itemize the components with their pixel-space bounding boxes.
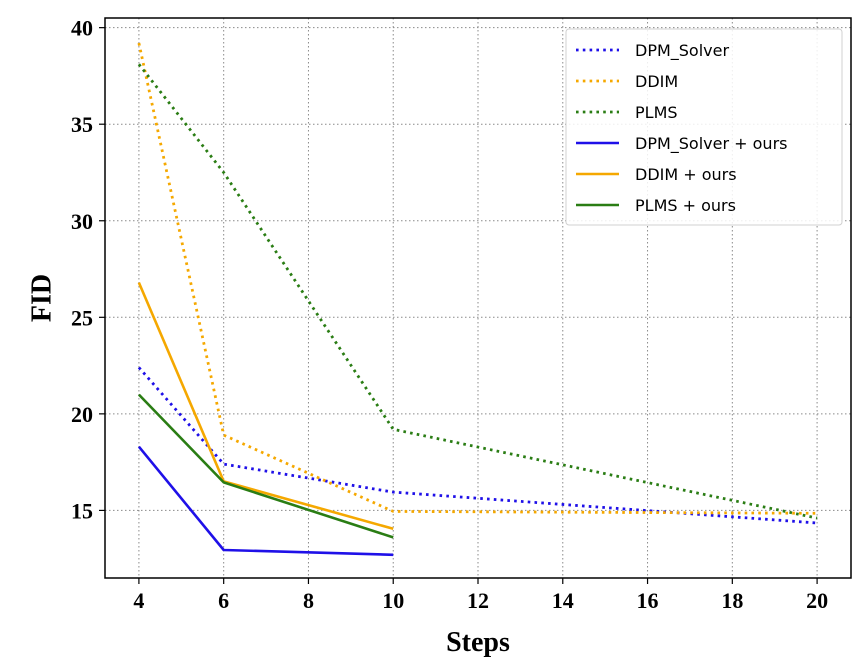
x-tick-label: 10 bbox=[382, 588, 404, 613]
axis-ticks: 4 6 8 10 12 14 16 18 20 15 20 25 30 35 40 bbox=[71, 16, 828, 613]
y-tick-label: 30 bbox=[71, 209, 93, 234]
legend-label: PLMS + ours bbox=[635, 196, 736, 215]
x-tick-label: 4 bbox=[133, 588, 144, 613]
y-tick-label: 15 bbox=[71, 498, 93, 523]
x-tick-label: 18 bbox=[721, 588, 743, 613]
legend-box bbox=[565, 28, 843, 226]
y-tick-label: 35 bbox=[71, 112, 93, 137]
y-axis-label: FID bbox=[27, 274, 58, 322]
legend-label: DPM_Solver + ours bbox=[635, 134, 787, 154]
series-line bbox=[137, 445, 394, 557]
legend-label: PLMS bbox=[635, 103, 678, 122]
series-lines bbox=[137, 42, 818, 557]
x-axis-label: Steps bbox=[446, 627, 510, 658]
y-tick-label: 20 bbox=[71, 402, 93, 427]
x-tick-label: 8 bbox=[303, 588, 314, 613]
series-line bbox=[137, 393, 394, 539]
x-tick-label: 14 bbox=[552, 588, 574, 613]
legend-label: DDIM + ours bbox=[635, 165, 737, 184]
series-line bbox=[137, 63, 818, 520]
y-tick-label: 40 bbox=[71, 16, 93, 41]
x-tick-label: 12 bbox=[467, 588, 489, 613]
legend-label: DPM_Solver bbox=[635, 41, 729, 61]
x-tick-label: 20 bbox=[806, 588, 828, 613]
y-tick-label: 25 bbox=[71, 305, 93, 330]
legend-label: DDIM bbox=[635, 72, 678, 91]
x-tick-label: 16 bbox=[637, 588, 659, 613]
x-tick-label: 6 bbox=[218, 588, 229, 613]
legend: DPM_Solver DDIM PLMS DPM_Solver + ours DDIM … bbox=[565, 28, 843, 226]
